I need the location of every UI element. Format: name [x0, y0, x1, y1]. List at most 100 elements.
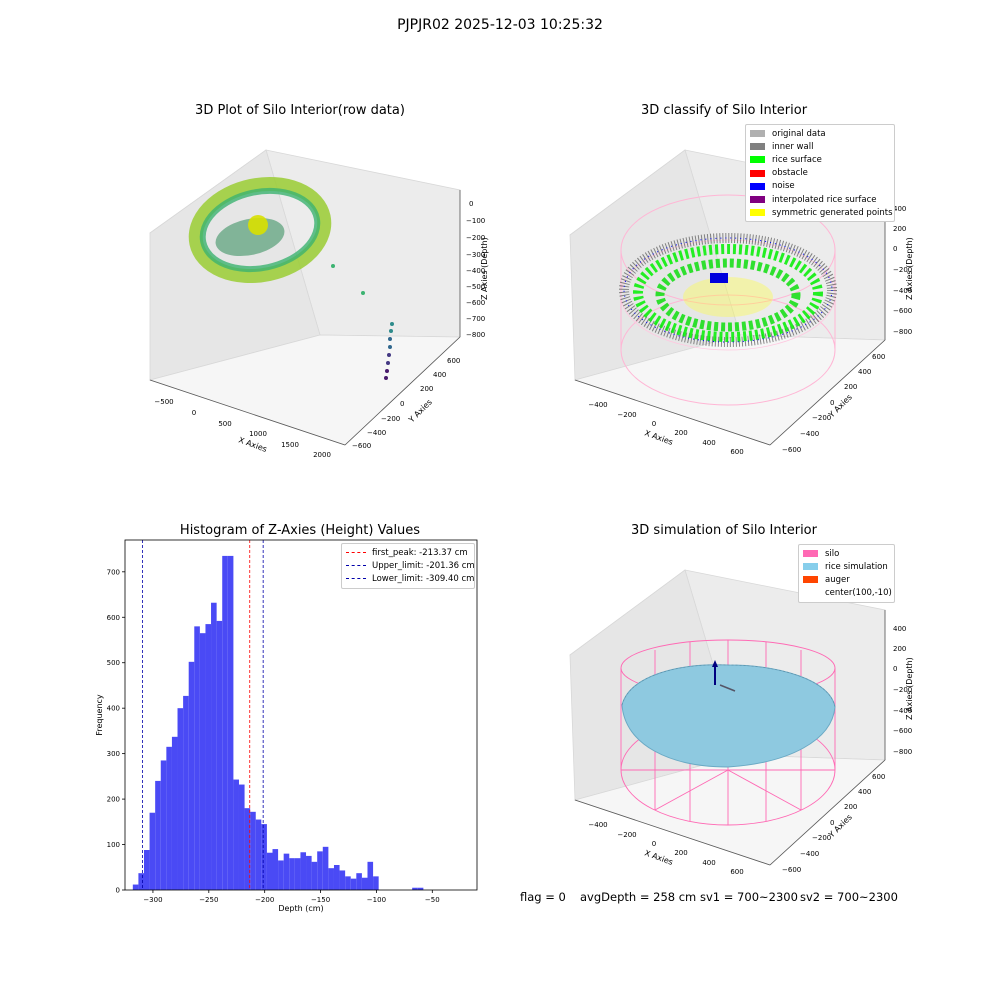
- histogram-bar: [155, 780, 161, 890]
- histogram-x-tick-label: −50: [425, 896, 440, 904]
- legend-swatch: [750, 182, 765, 190]
- sim-3d-plot: −400 −200 0 200 400 600 −600 −400 −200 0…: [569, 569, 914, 876]
- histogram-x-tick-label: −300: [143, 896, 162, 904]
- legend-swatch: [750, 169, 765, 177]
- histogram-y-tick-label: 700: [107, 568, 120, 576]
- sim-z-tick: −400: [893, 707, 912, 715]
- legend-line: [346, 552, 366, 554]
- raw-y-tick: 400: [433, 371, 446, 379]
- histogram-x-axis-label: Depth (cm): [278, 904, 323, 913]
- legend-item: Upper_limit: -201.36 cm: [346, 559, 475, 572]
- classify-y-tick: −200: [812, 414, 831, 422]
- raw-y-tick: 0: [400, 400, 404, 408]
- classify-point-cloud: [619, 233, 837, 347]
- legend-swatch: [803, 563, 818, 571]
- classify-z-tick: −400: [893, 287, 912, 295]
- raw-z-tick: −800: [466, 331, 485, 339]
- histogram-bar: [300, 852, 307, 890]
- legend-label: rice surface: [772, 154, 822, 165]
- sim-x-tick: 600: [730, 868, 743, 876]
- histogram-bars: [132, 555, 424, 890]
- classify-y-tick: 0: [830, 399, 834, 407]
- legend-label: silo: [825, 548, 840, 559]
- legend-item: center(100,-10): [803, 587, 892, 600]
- sim-auger: [712, 660, 736, 692]
- classify-z-axis-label: Z Axies (Depth): [905, 237, 914, 300]
- classify-z-tick: −200: [893, 266, 912, 274]
- histogram-bar: [289, 858, 295, 890]
- sim-y-tick: −400: [800, 850, 819, 858]
- raw-y-tick: −600: [352, 442, 371, 450]
- status-sv1: sv1 = 700~2300: [700, 890, 798, 904]
- legend-label: inner wall: [772, 141, 814, 152]
- histogram-bar: [166, 746, 172, 890]
- histogram-y-tick-label: 300: [107, 750, 120, 758]
- status-flag: flag = 0: [520, 890, 566, 904]
- histogram-bar: [199, 633, 206, 890]
- legend-swatch: [803, 590, 818, 597]
- histogram-bar: [294, 858, 301, 890]
- histogram-bar: [261, 824, 267, 890]
- raw-z-tick: −500: [466, 283, 485, 291]
- sim-panel-title: 3D simulation of Silo Interior: [631, 523, 817, 538]
- legend-swatch: [750, 130, 765, 138]
- raw-axis-ticks: −500 0 500 1000 1500 2000 −600 −400 −200…: [154, 200, 485, 459]
- histogram-bar: [283, 853, 290, 890]
- legend-item: noise: [750, 180, 890, 193]
- legend-item: symmetric generated points: [750, 206, 893, 219]
- histogram-bar: [272, 849, 279, 890]
- histogram-bar: [250, 811, 256, 890]
- legend-swatch: [750, 196, 765, 204]
- legend-label: original data: [772, 128, 826, 139]
- raw-x-axis-label: X Axies: [237, 435, 268, 454]
- legend-swatch: [803, 550, 818, 558]
- raw-x-tick: 1500: [281, 441, 299, 449]
- histogram-bar: [306, 855, 312, 890]
- raw-z-tick: −300: [466, 251, 485, 259]
- histogram-bar: [311, 861, 318, 890]
- classify-z-tick: 200: [893, 225, 906, 233]
- legend-item: interpolated rice surface: [750, 193, 890, 206]
- sim-z-tick: 0: [893, 665, 897, 673]
- histogram-bar: [356, 873, 362, 890]
- raw-z-tick: 0: [469, 200, 473, 208]
- histogram-title: Histogram of Z-Axies (Height) Values: [179, 523, 421, 538]
- legend-item: rice simulation: [803, 560, 890, 573]
- classify-x-tick: 600: [730, 448, 743, 456]
- legend-item: silo: [803, 547, 890, 560]
- legend-item: original data: [750, 127, 890, 140]
- legend-swatch: [750, 143, 765, 151]
- histogram-bar: [322, 846, 329, 890]
- legend-line: [346, 578, 366, 580]
- raw-z-tick: −400: [466, 267, 485, 275]
- raw-y-tick: −400: [367, 429, 386, 437]
- legend-label: interpolated rice surface: [772, 194, 877, 205]
- sim-legend: silo rice simulation auger center(100,-1…: [798, 544, 895, 603]
- sim-x-tick: −400: [588, 821, 607, 829]
- sim-y-tick: 600: [872, 773, 885, 781]
- sim-x-tick: −200: [617, 831, 636, 839]
- histogram-bar: [373, 876, 379, 890]
- raw-3d-point-cloud: [188, 176, 394, 380]
- legend-swatch: [803, 576, 818, 584]
- classify-x-axis-label: X Axies: [643, 428, 674, 447]
- raw-x-tick: 1000: [249, 430, 267, 438]
- raw-z-tick: −200: [466, 234, 485, 242]
- histogram-y-tick-label: 100: [107, 841, 120, 849]
- legend-line: [346, 565, 366, 567]
- legend-label: obstacle: [772, 168, 808, 179]
- classify-y-tick: −400: [800, 430, 819, 438]
- sim-z-tick: −600: [893, 727, 912, 735]
- classify-y-tick: 200: [844, 383, 857, 391]
- sim-z-tick: −800: [893, 748, 912, 756]
- histogram-bar: [412, 887, 418, 890]
- histogram-bar: [183, 695, 189, 890]
- sim-z-tick: 200: [893, 645, 906, 653]
- histogram-y-tick-label: 500: [107, 659, 120, 667]
- raw-z-axis-label: Z Axies (Depth): [480, 237, 489, 300]
- sim-x-axis-label: X Axies: [643, 848, 674, 867]
- status-avg-depth: avgDepth = 258 cm: [580, 890, 697, 904]
- figure-suptitle: PJPJR02 2025-12-03 10:25:32: [397, 17, 603, 33]
- legend-item: rice surface: [750, 153, 890, 166]
- histogram-y-tick-label: 600: [107, 614, 120, 622]
